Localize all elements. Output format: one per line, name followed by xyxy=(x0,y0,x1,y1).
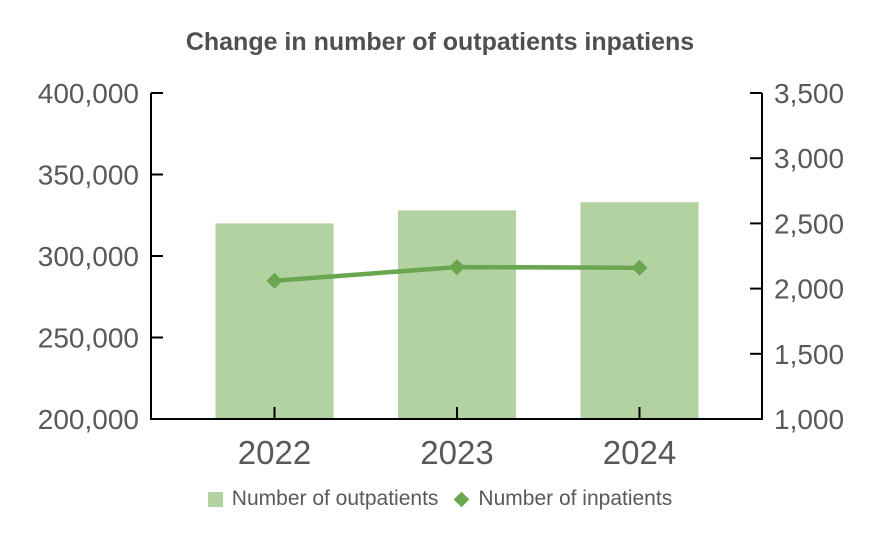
bar-2022 xyxy=(215,223,334,419)
y-axis-right-tick-label: 2,000 xyxy=(774,274,844,305)
legend-label: Number of outpatients xyxy=(231,487,439,510)
y-axis-left-tick-label: 200,000 xyxy=(38,404,139,435)
y-axis-left-tick-label: 300,000 xyxy=(38,241,139,272)
diamond-swatch-icon xyxy=(454,491,470,507)
y-axis-right-tick-label: 2,500 xyxy=(774,208,844,239)
legend-label: Number of inpatients xyxy=(478,487,673,510)
y-axis-right-tick-label: 3,000 xyxy=(774,143,844,174)
chart-title: Change in number of outpatients inpatien… xyxy=(185,28,695,56)
legend: Number of outpatients Number of inpatient… xyxy=(0,480,880,518)
diamond-marker-2023 xyxy=(449,259,465,276)
legend-item: Number of outpatients xyxy=(207,487,439,511)
legend-item: Number of inpatients xyxy=(454,487,672,511)
y-axis-right-tick-label: 1,000 xyxy=(774,404,844,435)
x-axis-category-label: 2023 xyxy=(420,434,493,471)
y-axis-left-tick-label: 400,000 xyxy=(38,78,139,109)
y-axis-right-tick-label: 3,500 xyxy=(774,78,844,109)
diamond-marker-2022 xyxy=(266,272,283,289)
bar-2023 xyxy=(398,210,516,419)
square-swatch-icon xyxy=(207,491,223,507)
y-axis-left-tick-label: 250,000 xyxy=(38,323,139,354)
y-axis-right-tick-label: 1,500 xyxy=(774,339,844,370)
x-axis-category-label: 2024 xyxy=(603,434,676,471)
bar-2024 xyxy=(580,202,699,419)
diamond-marker-2024 xyxy=(631,259,648,276)
y-axis-left-tick-label: 350,000 xyxy=(38,160,139,191)
x-axis-category-label: 2022 xyxy=(238,434,311,471)
